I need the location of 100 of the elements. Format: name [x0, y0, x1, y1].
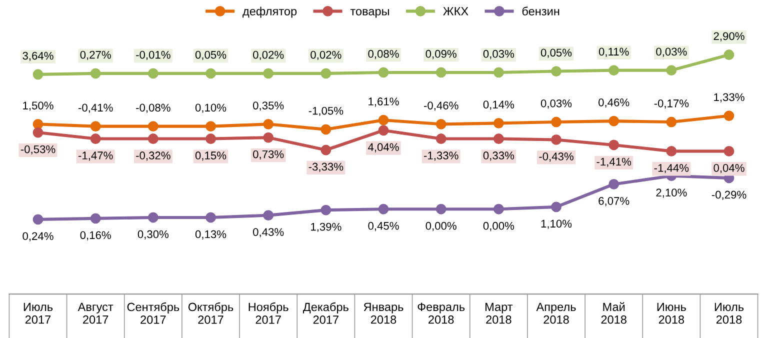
point — [263, 132, 274, 143]
annotation: 0,02% — [310, 50, 342, 60]
annotation: 0,03% — [540, 99, 572, 109]
annotation: -0,32% — [136, 152, 170, 161]
annotation: 0,04% — [714, 164, 744, 174]
annotation: -1,44% — [654, 164, 689, 174]
annotation: 2,90% — [714, 32, 744, 42]
annotation: 0,14% — [483, 100, 514, 110]
annotation: 0,16% — [80, 231, 111, 240]
point — [148, 134, 158, 144]
annotation: 0,02% — [253, 50, 284, 60]
annotation: 0,27% — [80, 50, 111, 60]
x-tick-label: Июнь 2018 — [657, 302, 686, 324]
point — [551, 116, 562, 128]
annotation: -0,53% — [20, 145, 56, 155]
x-tick-label: Октябрь 2017 — [188, 302, 234, 324]
point — [32, 118, 44, 130]
point — [608, 179, 620, 190]
x-tick-label: Декабрь 2017 — [302, 302, 348, 324]
annotation: 1,33% — [714, 93, 744, 102]
point — [551, 66, 562, 76]
point — [378, 67, 389, 78]
annotation: 6,07% — [598, 197, 630, 206]
point — [320, 144, 332, 156]
point — [436, 134, 446, 144]
x-tick-label: Май 2018 — [601, 302, 626, 324]
point — [493, 204, 504, 214]
point — [148, 121, 158, 132]
point — [378, 114, 389, 126]
point — [90, 134, 101, 144]
annotation: -0,01% — [136, 50, 170, 60]
legend-label: дефлятор — [242, 6, 297, 18]
annotation: 0,11% — [598, 48, 629, 57]
annotation: 0,00% — [483, 222, 514, 232]
annotation: 0,08% — [368, 50, 399, 60]
point — [724, 50, 734, 60]
point — [206, 134, 216, 144]
annotation: -0,41% — [78, 104, 113, 113]
annotation: 0,09% — [426, 50, 456, 60]
annotation: 0,03% — [656, 48, 687, 57]
point — [206, 212, 216, 223]
point — [551, 202, 562, 212]
point — [263, 118, 274, 130]
annotation: -1,47% — [78, 152, 113, 161]
annotation: 2,10% — [656, 188, 687, 198]
annotation: 0,73% — [253, 150, 284, 160]
point — [436, 67, 446, 78]
annotation: 0,05% — [195, 50, 226, 60]
annotation: -0,43% — [539, 152, 574, 162]
annotation: 0,10% — [195, 104, 226, 113]
point — [32, 69, 44, 80]
point — [148, 212, 158, 223]
annotation: -0,08% — [136, 104, 170, 113]
annotation: 3,64% — [22, 52, 54, 62]
point — [666, 65, 677, 76]
point — [320, 68, 332, 79]
point — [32, 127, 44, 138]
annotation: 0,15% — [195, 152, 226, 161]
point — [90, 121, 101, 132]
x-tick-label: Апрель 2018 — [536, 302, 576, 324]
annotation: 0,35% — [253, 102, 284, 111]
annotation: 0,05% — [540, 48, 572, 58]
annotation: 4,04% — [368, 143, 399, 152]
point — [493, 134, 504, 144]
annotation: 0,13% — [195, 230, 226, 240]
annotation: 1,61% — [368, 98, 399, 107]
x-tick-label: Март 2018 — [486, 302, 513, 324]
annotation: -0,29% — [712, 190, 746, 200]
point — [320, 204, 332, 216]
point — [436, 118, 446, 130]
annotation: 0,33% — [483, 152, 514, 161]
point — [493, 67, 504, 78]
x-tick-label: Ноябрь 2017 — [248, 302, 288, 324]
annotation: -0,17% — [654, 99, 689, 109]
point — [206, 68, 216, 79]
annotation: 0,30% — [138, 230, 169, 240]
point — [608, 140, 620, 150]
annotation: 0,46% — [598, 98, 630, 108]
legend-label: ЖКХ — [443, 7, 468, 16]
annotation: 1,50% — [23, 102, 54, 111]
annotation: 1,10% — [541, 220, 572, 229]
annotation: -3,33% — [308, 162, 344, 172]
point — [148, 68, 158, 79]
point — [90, 68, 101, 79]
point — [666, 146, 677, 156]
x-tick-label: Июль 2017 — [24, 302, 53, 324]
annotation: 0,00% — [426, 222, 456, 232]
point — [263, 68, 274, 79]
x-tick-label: Сентябрь 2017 — [127, 302, 180, 324]
point — [493, 118, 504, 128]
annotation: -1,05% — [308, 106, 344, 116]
annotation: 1,39% — [311, 222, 342, 232]
annotation: 0,45% — [368, 222, 399, 232]
point — [724, 146, 734, 156]
point — [206, 121, 216, 132]
point — [666, 116, 677, 128]
legend-label: товары — [350, 8, 389, 18]
point — [378, 204, 389, 214]
point — [608, 116, 620, 126]
annotation: 0,03% — [483, 50, 514, 60]
